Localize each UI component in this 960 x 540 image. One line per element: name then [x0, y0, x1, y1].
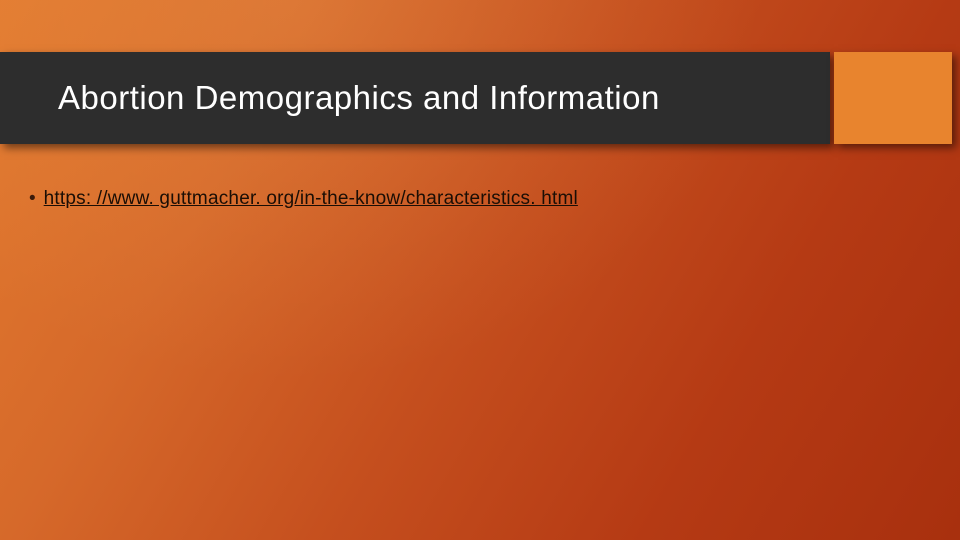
slide-container: Abortion Demographics and Information • … [0, 0, 960, 540]
reference-link[interactable]: https: //www. guttmacher. org/in-the-kno… [44, 187, 578, 212]
bullet-icon: • [29, 187, 36, 212]
slide-title: Abortion Demographics and Information [58, 79, 660, 117]
accent-box [834, 52, 952, 144]
title-bar: Abortion Demographics and Information [0, 52, 830, 144]
content-area: • https: //www. guttmacher. org/in-the-k… [29, 187, 578, 212]
